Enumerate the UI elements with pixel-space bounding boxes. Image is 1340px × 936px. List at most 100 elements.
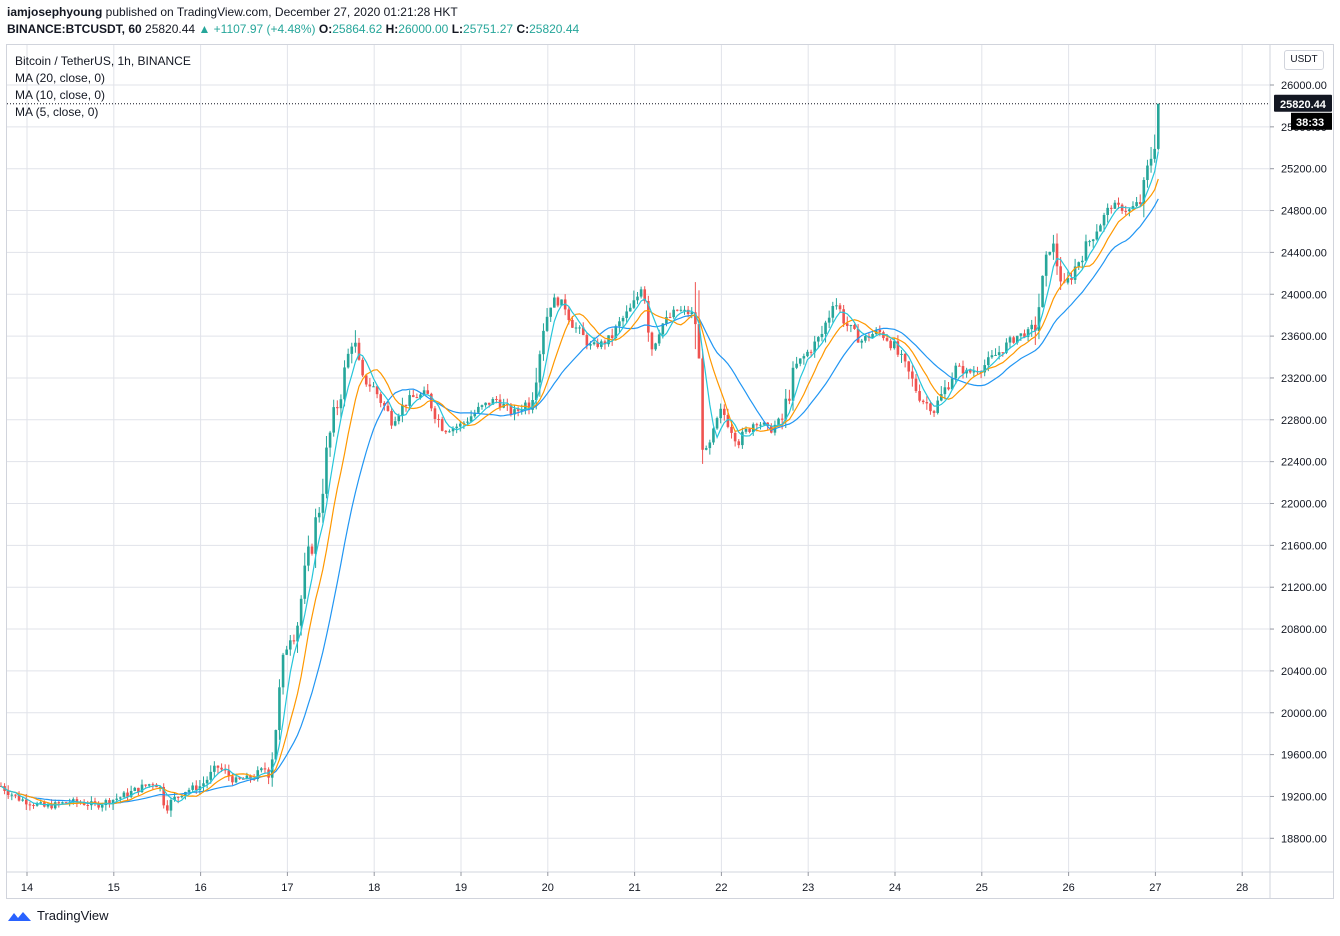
- chart-frame[interactable]: [6, 44, 1334, 899]
- candle-up: [1030, 324, 1034, 330]
- x-tick-label: 16: [194, 882, 206, 894]
- legend-title[interactable]: Bitcoin / TetherUS, 1h, BINANCE: [15, 54, 191, 68]
- candle-down: [1001, 352, 1005, 354]
- candle-down: [28, 804, 32, 806]
- candle-up: [542, 330, 545, 355]
- candle-up: [545, 316, 549, 331]
- currency-button[interactable]: USDT: [1284, 50, 1324, 70]
- candle-up: [332, 407, 335, 433]
- candle-up: [715, 418, 719, 429]
- open-label: O:: [318, 22, 333, 36]
- candle-up: [354, 342, 357, 347]
- price-tags: 25820.44 38:33: [7, 94, 1332, 130]
- candle-down: [780, 418, 784, 420]
- candle-up: [281, 654, 285, 688]
- candle-down: [162, 786, 166, 806]
- candle-up: [997, 352, 1001, 355]
- author-name[interactable]: iamjosephyoung: [7, 5, 103, 19]
- candle-up: [1131, 206, 1135, 210]
- candle-up: [939, 394, 943, 401]
- candle-up: [534, 382, 538, 401]
- candle-down: [6, 790, 10, 796]
- candle-down: [947, 387, 950, 390]
- candle-up: [480, 405, 484, 407]
- candle-up: [173, 796, 176, 800]
- legend-ma20[interactable]: MA (20, close, 0): [15, 71, 106, 85]
- candle-down: [368, 384, 372, 387]
- candle-up: [679, 309, 683, 311]
- candle-down: [921, 400, 925, 403]
- candle-up: [560, 299, 563, 306]
- y-tick-label: 20400.00: [1281, 666, 1327, 678]
- candle-down: [556, 297, 560, 306]
- candle-down: [853, 325, 856, 329]
- candle-up: [260, 768, 263, 771]
- close-value: 25820.44: [529, 22, 580, 36]
- candle-up: [129, 790, 133, 797]
- candle-up: [1044, 254, 1048, 276]
- ma10-line: [0, 178, 1159, 806]
- candle-up: [987, 357, 990, 366]
- candle-down: [249, 775, 252, 779]
- y-tick-label: 20000.00: [1281, 708, 1327, 720]
- legend-ma5[interactable]: MA (5, close, 0): [15, 105, 99, 119]
- candle-down: [925, 402, 929, 404]
- candle-up: [122, 792, 126, 798]
- candle-down: [411, 395, 415, 398]
- candle-up: [657, 334, 661, 344]
- candle-down: [1070, 278, 1073, 280]
- candle-down: [726, 414, 730, 427]
- x-tick-label: 26: [1062, 882, 1074, 894]
- symbol-label: BINANCE:BTCUSDT, 60: [7, 22, 142, 36]
- candle-up: [636, 296, 639, 301]
- candle-down: [809, 351, 813, 353]
- candle-up: [1146, 165, 1149, 181]
- y-tick-label: 24800.00: [1281, 206, 1327, 218]
- footer-brand[interactable]: TradingView: [7, 908, 109, 923]
- candle-down: [444, 430, 448, 433]
- candle-up: [813, 341, 817, 353]
- x-tick-label: 27: [1149, 882, 1161, 894]
- candle-down: [932, 411, 936, 413]
- candle-up: [824, 322, 827, 334]
- y-tick-label: 24000.00: [1281, 289, 1327, 301]
- candle-down: [929, 403, 932, 412]
- candle-down: [885, 338, 889, 341]
- x-tick-label: 20: [542, 882, 554, 894]
- candle-up: [574, 327, 578, 329]
- candle-up: [46, 804, 50, 807]
- candle-down: [97, 803, 100, 808]
- candle-up: [321, 493, 325, 513]
- candle-up: [632, 300, 636, 308]
- candle-down: [24, 799, 28, 805]
- candle-up: [589, 344, 592, 346]
- close-label: C:: [516, 22, 530, 36]
- candle-up: [448, 431, 451, 433]
- legend-ma10[interactable]: MA (10, close, 0): [15, 88, 106, 102]
- candle-down: [375, 386, 379, 395]
- candle-down: [516, 409, 520, 411]
- candle-up: [639, 289, 643, 297]
- candle-up: [187, 789, 191, 792]
- candle-up: [795, 363, 798, 368]
- candle-down: [498, 399, 502, 408]
- candle-down: [603, 341, 607, 345]
- candle-up: [314, 517, 317, 554]
- candle-up: [1142, 180, 1146, 204]
- candle-down: [1124, 210, 1128, 212]
- y-tick-label: 24400.00: [1281, 247, 1327, 259]
- candle-up: [278, 687, 281, 731]
- candle-down: [75, 799, 79, 803]
- candle-up: [1015, 335, 1019, 343]
- candle-up: [712, 428, 715, 443]
- candle-up: [61, 802, 64, 804]
- candle-down: [126, 792, 129, 797]
- candle-up: [1066, 278, 1070, 283]
- candle-down: [144, 784, 147, 786]
- candle-up: [339, 399, 343, 409]
- candle-up: [205, 779, 209, 784]
- candle-down: [722, 408, 726, 415]
- candle-down: [845, 323, 849, 326]
- candle-up: [1113, 202, 1117, 209]
